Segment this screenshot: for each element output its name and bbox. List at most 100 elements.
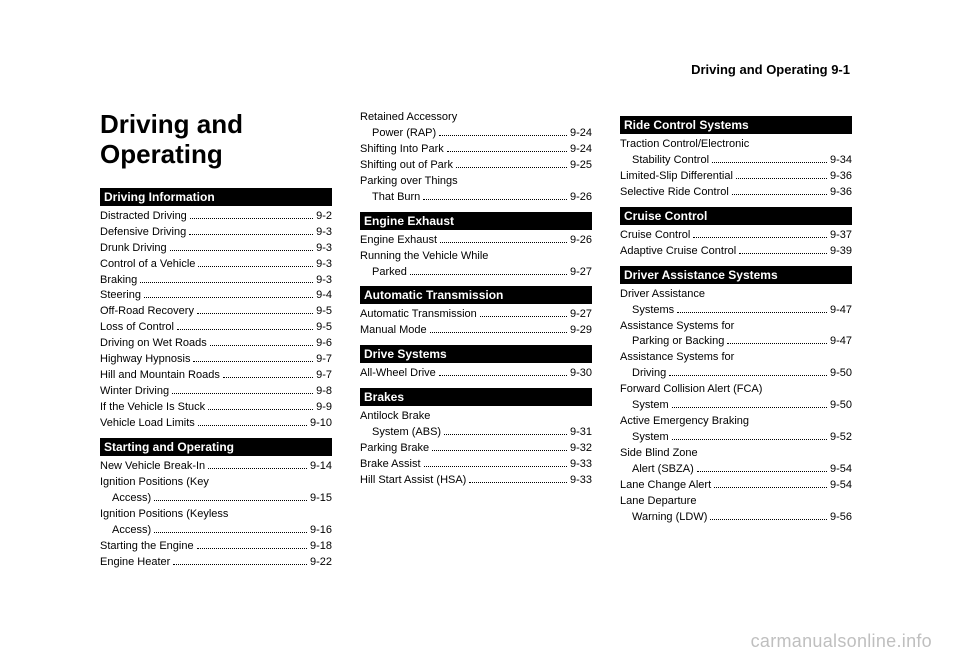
- toc-dots: [424, 466, 567, 467]
- toc-page: 9-27: [570, 307, 592, 323]
- toc-dots: [210, 345, 313, 346]
- toc-entry: Engine Heater9-22: [100, 555, 332, 571]
- toc-entry-cont: Stability Control9-34: [620, 153, 852, 169]
- toc-label: Vehicle Load Limits: [100, 416, 195, 432]
- toc-entry: All-Wheel Drive 9-30: [360, 366, 592, 382]
- toc-entry: Antilock Brake: [360, 409, 592, 425]
- toc-page: 9-10: [310, 416, 332, 432]
- toc-page: 9-16: [310, 523, 332, 539]
- toc-entry: Winter Driving9-8: [100, 384, 332, 400]
- toc-dots: [440, 242, 567, 243]
- toc-dots: [190, 218, 313, 219]
- toc-dots: [739, 253, 827, 254]
- toc-entry: Ignition Positions (Key: [100, 475, 332, 491]
- toc-page: 9-6: [316, 336, 332, 352]
- toc-entry: Distracted Driving9-2: [100, 209, 332, 225]
- toc-label: Power (RAP): [372, 126, 436, 142]
- toc-entry: Lane Departure: [620, 494, 852, 510]
- toc-entry-cont: Access)9-15: [100, 491, 332, 507]
- toc-dots: [198, 266, 313, 267]
- toc-entry: Driving on Wet Roads9-6: [100, 336, 332, 352]
- toc-entry: Limited-Slip Differential 9-36: [620, 169, 852, 185]
- toc-label: Defensive Driving: [100, 225, 186, 241]
- toc-entry-cont: System (ABS)9-31: [360, 425, 592, 441]
- toc-entry: Defensive Driving 9-3: [100, 225, 332, 241]
- toc-entry: Selective Ride Control9-36: [620, 185, 852, 201]
- toc-label: All-Wheel Drive: [360, 366, 436, 382]
- toc-label: Braking: [100, 273, 137, 289]
- toc-page: 9-56: [830, 510, 852, 526]
- toc-label: Control of a Vehicle: [100, 257, 195, 273]
- toc-dots: [672, 407, 827, 408]
- toc-entry-cont: System9-52: [620, 430, 852, 446]
- toc-label: Driver Assistance: [620, 287, 705, 303]
- toc-dots: [469, 482, 567, 483]
- toc-label: Parked: [372, 265, 407, 281]
- toc-entry-cont: Driving9-50: [620, 366, 852, 382]
- toc-page: 9-32: [570, 441, 592, 457]
- toc-label: Winter Driving: [100, 384, 169, 400]
- toc-entry: Lane Change Alert9-54: [620, 478, 852, 494]
- toc-page: 9-36: [830, 185, 852, 201]
- toc-page: 9-7: [316, 352, 332, 368]
- toc-dots: [732, 194, 827, 195]
- toc-dots: [423, 199, 567, 200]
- toc-label: Automatic Transmission: [360, 307, 477, 323]
- toc-entry: Manual Mode9-29: [360, 323, 592, 339]
- toc-label: Shifting out of Park: [360, 158, 453, 174]
- toc-dots: [712, 162, 827, 163]
- section-header: Driving Information: [100, 188, 332, 206]
- toc-column: Ride Control SystemsTraction Control/Ele…: [620, 110, 852, 570]
- toc-dots: [208, 409, 313, 410]
- toc-dots: [154, 500, 307, 501]
- toc-entry: Hill Start Assist (HSA)9-33: [360, 473, 592, 489]
- toc-label: Shifting Into Park: [360, 142, 444, 158]
- toc-page: 9-22: [310, 555, 332, 571]
- toc-page: 9-37: [830, 228, 852, 244]
- toc-label: Highway Hypnosis: [100, 352, 190, 368]
- toc-dots: [223, 377, 313, 378]
- toc-label: Systems: [632, 303, 674, 319]
- toc-page: 9-24: [570, 126, 592, 142]
- toc-label: Alert (SBZA): [632, 462, 694, 478]
- toc-entry: Assistance Systems for: [620, 319, 852, 335]
- toc-page: 9-52: [830, 430, 852, 446]
- toc-page: 9-3: [316, 225, 332, 241]
- toc-page: 9-47: [830, 334, 852, 350]
- toc-page: 9-30: [570, 366, 592, 382]
- toc-dots: [144, 297, 313, 298]
- toc-entry-cont: Alert (SBZA)9-54: [620, 462, 852, 478]
- toc-label: Drunk Driving: [100, 241, 167, 257]
- toc-dots: [197, 313, 313, 314]
- toc-dots: [432, 450, 567, 451]
- toc-page: 9-26: [570, 190, 592, 206]
- toc-dots: [480, 316, 567, 317]
- toc-entry: Running the Vehicle While: [360, 249, 592, 265]
- toc-label: Limited-Slip Differential: [620, 169, 733, 185]
- toc-page: 9-3: [316, 273, 332, 289]
- toc-page: 9-15: [310, 491, 332, 507]
- section-header: Driver Assistance Systems: [620, 266, 852, 284]
- toc-page: 9-5: [316, 304, 332, 320]
- toc-label: Off-Road Recovery: [100, 304, 194, 320]
- toc-label: Retained Accessory: [360, 110, 457, 126]
- toc-content: Driving and OperatingDriving Information…: [100, 110, 852, 570]
- toc-entry: Highway Hypnosis 9-7: [100, 352, 332, 368]
- toc-label: Engine Exhaust: [360, 233, 437, 249]
- toc-page: 9-36: [830, 169, 852, 185]
- toc-entry: Drunk Driving9-3: [100, 241, 332, 257]
- toc-dots: [430, 332, 567, 333]
- toc-page: 9-18: [310, 539, 332, 555]
- toc-entry-cont: Parking or Backing9-47: [620, 334, 852, 350]
- section-header: Automatic Transmission: [360, 286, 592, 304]
- toc-dots: [697, 471, 827, 472]
- toc-entry-cont: That Burn9-26: [360, 190, 592, 206]
- toc-entry: If the Vehicle Is Stuck9-9: [100, 400, 332, 416]
- toc-entry: Shifting out of Park9-25: [360, 158, 592, 174]
- toc-page: 9-47: [830, 303, 852, 319]
- toc-label: Lane Change Alert: [620, 478, 711, 494]
- section-header: Starting and Operating: [100, 438, 332, 456]
- toc-dots: [189, 234, 313, 235]
- toc-entry: Side Blind Zone: [620, 446, 852, 462]
- toc-entry: Steering9-4: [100, 288, 332, 304]
